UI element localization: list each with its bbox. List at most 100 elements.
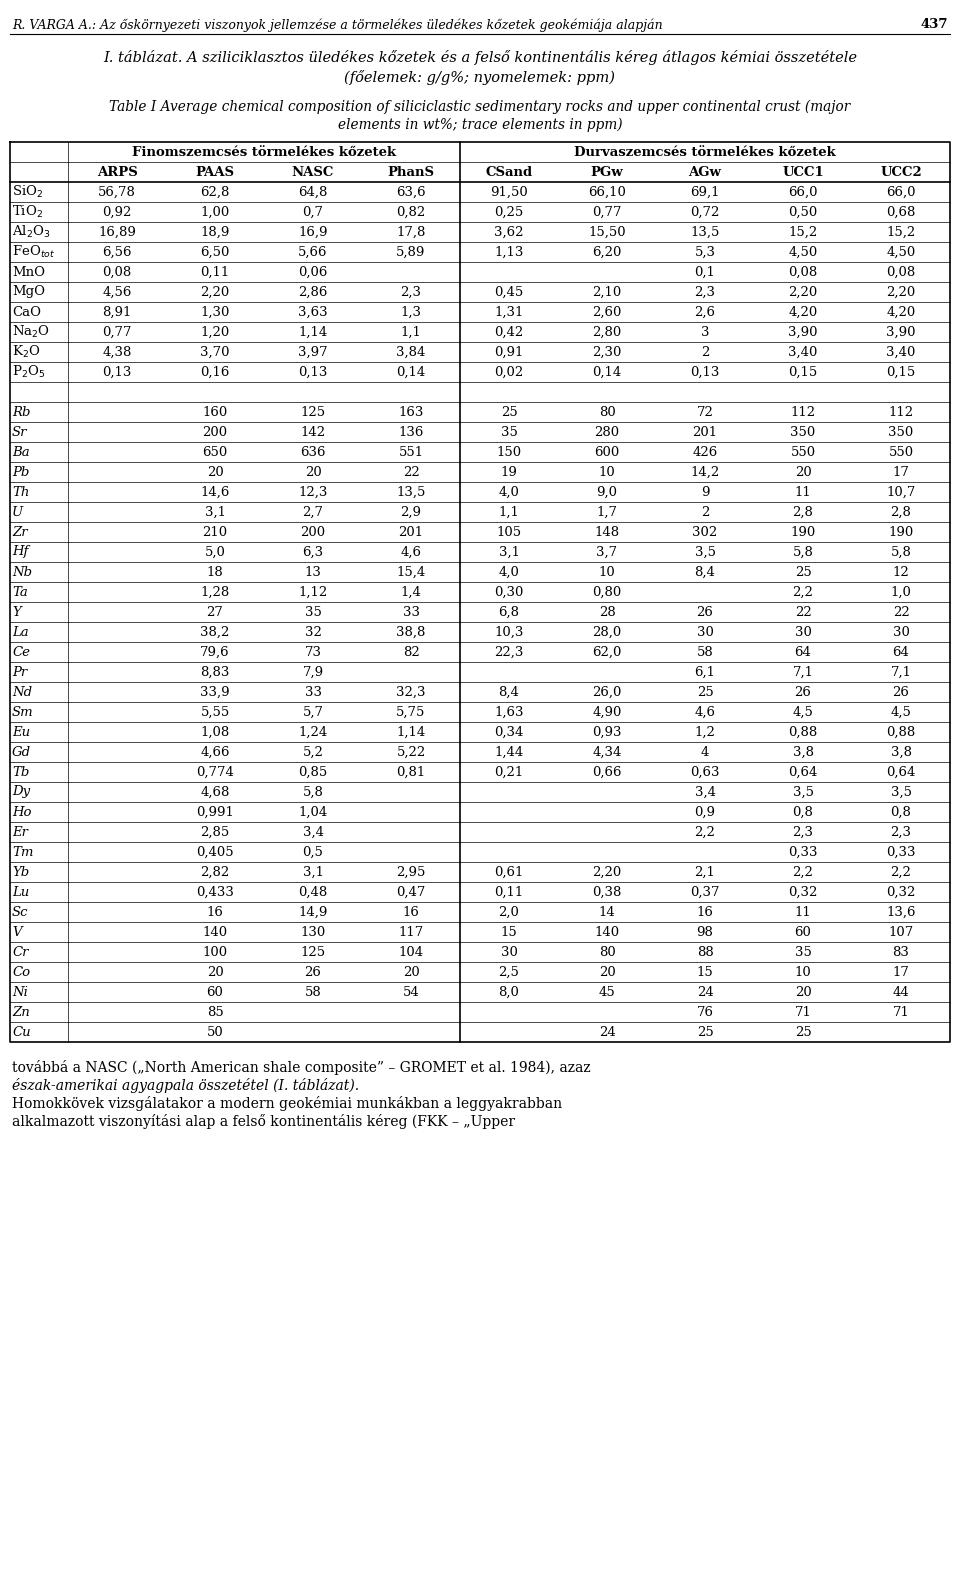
Text: 35: 35 (795, 945, 811, 958)
Text: 0,32: 0,32 (886, 885, 916, 898)
Text: 2,2: 2,2 (695, 825, 715, 838)
Text: Al$_{2}$O$_{3}$: Al$_{2}$O$_{3}$ (12, 225, 50, 240)
Text: 14: 14 (599, 906, 615, 919)
Text: 107: 107 (888, 925, 914, 939)
Text: 3,4: 3,4 (302, 825, 324, 838)
Text: 69,1: 69,1 (690, 185, 720, 199)
Text: 1,31: 1,31 (494, 305, 524, 318)
Text: 8,0: 8,0 (498, 985, 519, 999)
Text: 2,8: 2,8 (793, 506, 813, 519)
Text: 0,16: 0,16 (201, 365, 229, 378)
Text: 0,25: 0,25 (494, 206, 523, 218)
Text: 18,9: 18,9 (201, 226, 229, 239)
Text: 5,7: 5,7 (302, 705, 324, 718)
Text: 0,7: 0,7 (302, 206, 324, 218)
Text: 54: 54 (402, 985, 420, 999)
Text: 14,2: 14,2 (690, 465, 720, 479)
Text: Ba: Ba (12, 446, 30, 458)
Text: 2,85: 2,85 (201, 825, 229, 838)
Text: Y: Y (12, 606, 21, 618)
Text: 190: 190 (790, 525, 816, 539)
Text: 1,00: 1,00 (201, 206, 229, 218)
Text: 3,70: 3,70 (201, 346, 229, 359)
Text: 2,0: 2,0 (498, 906, 519, 919)
Text: 1,1: 1,1 (400, 326, 421, 338)
Text: 201: 201 (692, 425, 717, 438)
Text: 30: 30 (697, 626, 713, 639)
Text: NASC: NASC (292, 166, 334, 179)
Text: 201: 201 (398, 525, 423, 539)
Text: 5,8: 5,8 (302, 786, 324, 798)
Text: 0,14: 0,14 (592, 365, 622, 378)
Text: PAAS: PAAS (196, 166, 234, 179)
Text: PhanS: PhanS (388, 166, 435, 179)
Text: 72: 72 (697, 405, 713, 419)
Text: 0,02: 0,02 (494, 365, 523, 378)
Text: 3,40: 3,40 (886, 346, 916, 359)
Text: FeO$_{tot}$: FeO$_{tot}$ (12, 243, 56, 259)
Text: 7,1: 7,1 (793, 666, 813, 678)
Text: 79,6: 79,6 (201, 645, 229, 659)
Text: 20: 20 (304, 465, 322, 479)
Text: 4,56: 4,56 (103, 286, 132, 299)
Text: 2,20: 2,20 (592, 865, 622, 879)
Text: 3,8: 3,8 (793, 746, 813, 759)
Text: 13: 13 (304, 566, 322, 579)
Text: 7,1: 7,1 (891, 666, 911, 678)
Text: 0,48: 0,48 (299, 885, 327, 898)
Text: Dy: Dy (12, 786, 30, 798)
Text: 3,97: 3,97 (299, 346, 327, 359)
Text: 76: 76 (697, 1006, 713, 1018)
Text: 140: 140 (594, 925, 619, 939)
Text: 10,7: 10,7 (886, 485, 916, 498)
Text: 6,56: 6,56 (103, 245, 132, 259)
Text: 0,14: 0,14 (396, 365, 425, 378)
Text: 22: 22 (795, 606, 811, 618)
Text: 1,1: 1,1 (498, 506, 519, 519)
Text: 35: 35 (500, 425, 517, 438)
Text: Ce: Ce (12, 645, 30, 659)
Text: 80: 80 (599, 945, 615, 958)
Text: 0,30: 0,30 (494, 585, 524, 599)
Text: 130: 130 (300, 925, 325, 939)
Text: 6,20: 6,20 (592, 245, 622, 259)
Text: 1,04: 1,04 (299, 805, 327, 819)
Text: 6,50: 6,50 (201, 245, 229, 259)
Text: 550: 550 (790, 446, 816, 458)
Text: 8,91: 8,91 (103, 305, 132, 318)
Text: 10: 10 (599, 566, 615, 579)
Text: 3,4: 3,4 (694, 786, 715, 798)
Text: 30: 30 (795, 626, 811, 639)
Text: 5,3: 5,3 (694, 245, 715, 259)
Text: 60: 60 (206, 985, 224, 999)
Text: Nd: Nd (12, 686, 32, 699)
Text: 16: 16 (697, 906, 713, 919)
Text: 4,34: 4,34 (592, 746, 622, 759)
Text: Durvaszemcsés törmelékes kőzetek: Durvaszemcsés törmelékes kőzetek (574, 145, 836, 158)
Text: 2,2: 2,2 (793, 865, 813, 879)
Text: 25: 25 (697, 1026, 713, 1039)
Text: 2,30: 2,30 (592, 346, 622, 359)
Text: 4,5: 4,5 (891, 705, 911, 718)
Text: Yb: Yb (12, 865, 29, 879)
Text: 4,38: 4,38 (103, 346, 132, 359)
Text: 1,14: 1,14 (396, 726, 425, 738)
Text: 2,3: 2,3 (793, 825, 813, 838)
Text: Na$_{2}$O: Na$_{2}$O (12, 324, 50, 340)
Text: 0,64: 0,64 (788, 765, 818, 778)
Text: 35: 35 (304, 606, 322, 618)
Text: 3,1: 3,1 (302, 865, 324, 879)
Text: 0,991: 0,991 (196, 805, 234, 819)
Text: 2,7: 2,7 (302, 506, 324, 519)
Text: 2,3: 2,3 (694, 286, 715, 299)
Text: 0,80: 0,80 (592, 585, 622, 599)
Text: 125: 125 (300, 945, 325, 958)
Text: 1,13: 1,13 (494, 245, 524, 259)
Text: 2,86: 2,86 (299, 286, 327, 299)
Text: Th: Th (12, 485, 30, 498)
Text: 0,33: 0,33 (886, 846, 916, 858)
Text: MnO: MnO (12, 266, 45, 278)
Text: 4,0: 4,0 (498, 485, 519, 498)
Text: 4,6: 4,6 (400, 545, 421, 558)
Text: 2,20: 2,20 (886, 286, 916, 299)
